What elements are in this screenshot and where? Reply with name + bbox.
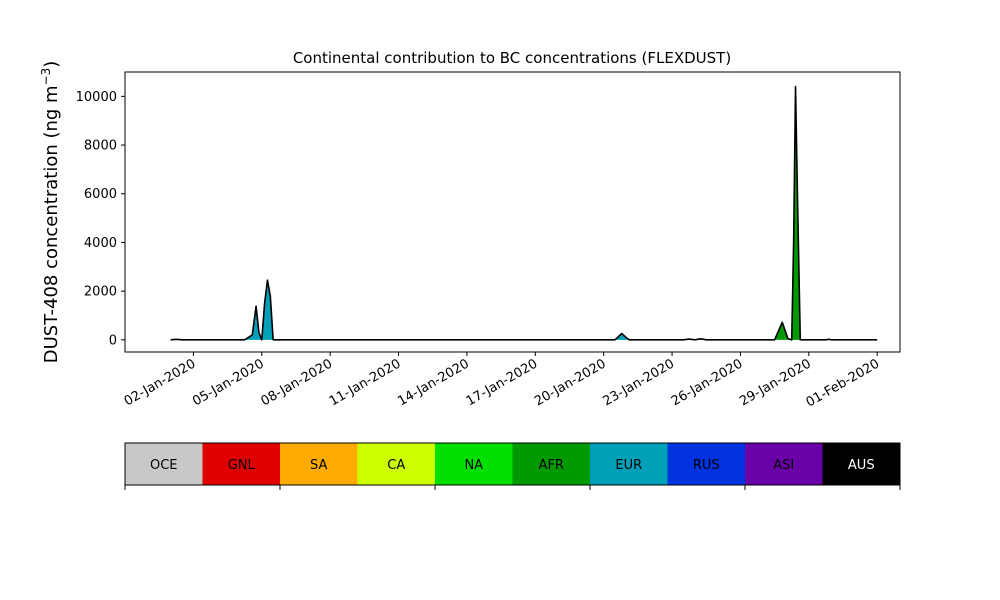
legend-label-aus: AUS bbox=[848, 458, 875, 473]
area-series-eur bbox=[170, 280, 878, 340]
legend-swatch-afr bbox=[512, 443, 590, 485]
x-tick-label: 02-Jan-2020 bbox=[122, 356, 199, 409]
x-tick-label: 26-Jan-2020 bbox=[669, 356, 746, 409]
y-axis-label-sup: −3 bbox=[39, 68, 53, 86]
x-tick-label: 20-Jan-2020 bbox=[532, 356, 609, 409]
x-tick-label: 23-Jan-2020 bbox=[600, 356, 677, 409]
x-tick-label: 08-Jan-2020 bbox=[259, 356, 336, 409]
x-tick-label: 29-Jan-2020 bbox=[737, 356, 814, 409]
legend-swatch-eur bbox=[590, 443, 668, 485]
y-tick-label: 2000 bbox=[84, 285, 117, 300]
legend-label-sa: SA bbox=[310, 458, 327, 473]
x-tick-label: 05-Jan-2020 bbox=[190, 356, 267, 409]
legend-label-ca: CA bbox=[387, 458, 405, 473]
legend-label-asi: ASI bbox=[773, 458, 794, 473]
legend-swatch-ca bbox=[357, 443, 435, 485]
legend-label-na: NA bbox=[464, 458, 483, 473]
x-tick-label: 11-Jan-2020 bbox=[327, 356, 404, 409]
legend-swatch-aus bbox=[822, 443, 900, 485]
legend-label-gnl: GNL bbox=[228, 458, 256, 473]
plot-frame bbox=[124, 71, 901, 353]
y-tick-label: 10000 bbox=[76, 90, 117, 105]
legend-swatch-asi bbox=[745, 443, 823, 485]
y-tick-label: 8000 bbox=[84, 139, 117, 154]
legend-swatch-gnl bbox=[202, 443, 280, 485]
x-tick-label: 14-Jan-2020 bbox=[395, 356, 472, 409]
legend-frame bbox=[124, 442, 901, 486]
x-tick-label: 17-Jan-2020 bbox=[464, 356, 541, 409]
legend-label-afr: AFR bbox=[539, 458, 564, 473]
y-tick-label: 6000 bbox=[84, 187, 117, 202]
legend-label-oce: OCE bbox=[150, 458, 178, 473]
x-axis: 02-Jan-202005-Jan-202008-Jan-202011-Jan-… bbox=[122, 352, 882, 410]
chart-title: Continental contribution to BC concentra… bbox=[293, 49, 731, 67]
y-axis: 0 2000 4000 6000 8000 10000 bbox=[76, 90, 125, 348]
legend-swatch-sa bbox=[280, 443, 358, 485]
legend-swatch-na bbox=[435, 443, 513, 485]
y-tick-label: 4000 bbox=[84, 236, 117, 251]
colorbar-legend: OCE GNL SA CA NA AFR EUR RUS ASI AUS bbox=[124, 442, 901, 490]
total-outline-group bbox=[170, 85, 878, 341]
x-tick-label: 01-Feb-2020 bbox=[804, 356, 883, 410]
legend-swatch-oce bbox=[125, 443, 203, 485]
y-tick-label: 0 bbox=[109, 333, 117, 348]
legend-swatch-rus bbox=[667, 443, 745, 485]
legend-label-rus: RUS bbox=[693, 458, 720, 473]
y-axis-label: DUST-408 concentration (ng m−3) bbox=[39, 61, 62, 364]
y-axis-label-main: DUST-408 concentration (ng m bbox=[41, 85, 62, 363]
area-series-group bbox=[170, 89, 878, 340]
legend-label-eur: EUR bbox=[615, 458, 642, 473]
y-axis-label-close: ) bbox=[41, 61, 62, 68]
area-series-afr bbox=[774, 89, 878, 340]
total-outline-line bbox=[170, 85, 878, 341]
